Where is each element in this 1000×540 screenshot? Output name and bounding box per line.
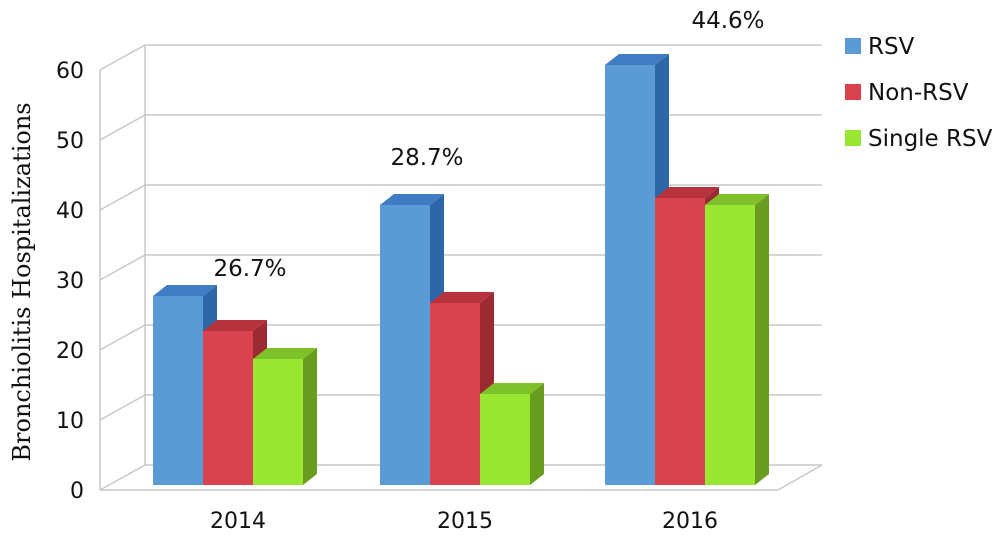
legend-label: Non-RSV bbox=[868, 80, 969, 106]
gridline-50 bbox=[99, 114, 822, 141]
bar-2016-single-rsv bbox=[705, 194, 769, 485]
legend-item: RSV bbox=[845, 34, 915, 60]
gridline-40 bbox=[99, 184, 822, 211]
legend-label: Single RSV bbox=[868, 126, 993, 152]
bar-2014-single-rsv bbox=[253, 348, 317, 485]
gridline-60 bbox=[99, 44, 822, 71]
y-tick-label: 50 bbox=[56, 129, 84, 154]
legend-label: RSV bbox=[868, 34, 915, 60]
legend-swatch bbox=[845, 130, 861, 146]
y-tick-label: 40 bbox=[56, 199, 84, 224]
y-axis-ticks: 0 10 20 30 40 50 60 bbox=[56, 59, 84, 504]
x-axis-categories: 2014 2015 2016 bbox=[210, 509, 718, 534]
y-tick-label: 60 bbox=[56, 59, 84, 84]
y-tick-label: 10 bbox=[56, 409, 84, 434]
legend-item: Non-RSV bbox=[845, 80, 969, 106]
percent-annotation: 28.7% bbox=[390, 145, 463, 171]
y-tick-label: 20 bbox=[56, 339, 84, 364]
y-tick-label: 0 bbox=[70, 479, 84, 504]
percent-annotation: 26.7% bbox=[213, 256, 286, 282]
y-axis-title: Bronchiolitis Hospitalizations bbox=[8, 102, 36, 461]
legend-swatch bbox=[845, 38, 861, 54]
y-tick-label: 30 bbox=[56, 269, 84, 294]
x-category-label: 2016 bbox=[662, 509, 718, 534]
x-category-label: 2015 bbox=[437, 509, 493, 534]
legend-swatch bbox=[845, 84, 861, 100]
percent-annotation: 44.6% bbox=[691, 8, 764, 34]
bar-2015-single-rsv bbox=[480, 383, 544, 485]
chart-bars bbox=[153, 54, 769, 485]
x-category-label: 2014 bbox=[210, 509, 266, 534]
floor-right-edge bbox=[777, 464, 823, 491]
chart-legend: RSV Non-RSV Single RSV bbox=[845, 34, 993, 152]
chart-annotations: 26.7% 28.7% 44.6% bbox=[213, 8, 764, 282]
legend-item: Single RSV bbox=[845, 126, 993, 152]
